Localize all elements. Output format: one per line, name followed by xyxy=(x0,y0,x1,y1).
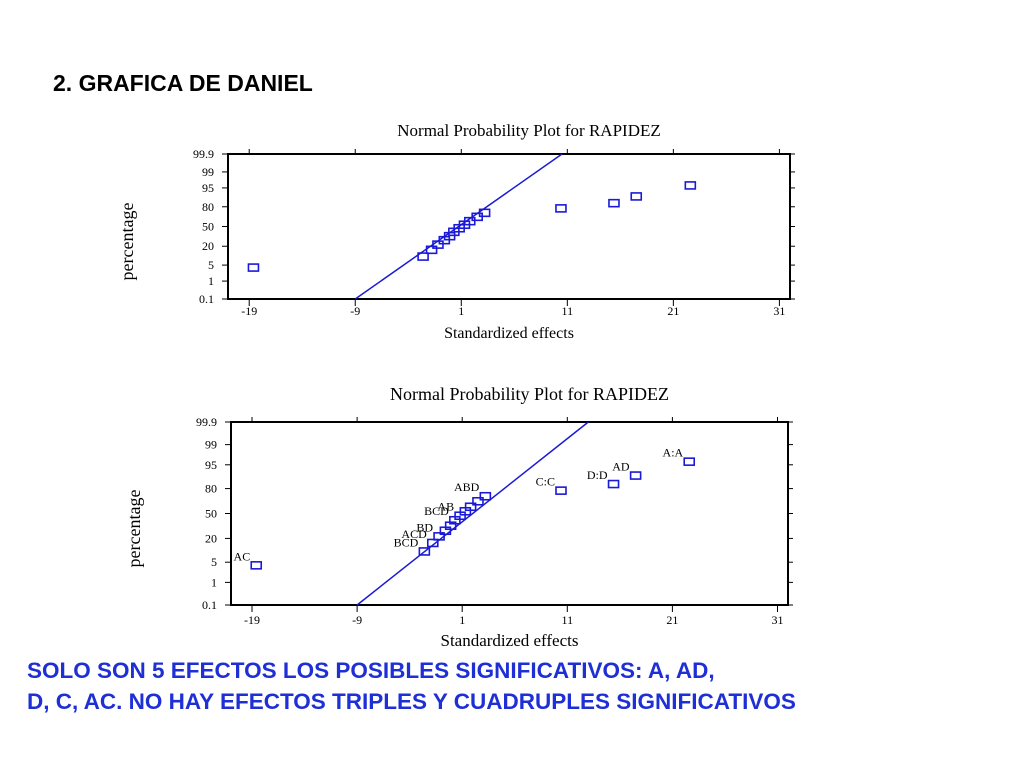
point-label: BD xyxy=(416,520,433,534)
x-tick-label: 21 xyxy=(667,304,679,318)
x-axis-label: Standardized effects xyxy=(441,631,579,648)
y-tick-label: 0.1 xyxy=(199,292,214,306)
data-point xyxy=(683,457,696,466)
conclusion-line-1: SOLO SON 5 EFECTOS LOS POSIBLES SIGNIFIC… xyxy=(27,658,715,683)
point-label: BCD xyxy=(394,535,419,549)
y-axis-label: percentage xyxy=(124,490,144,568)
y-tick-label: 1 xyxy=(208,274,214,288)
x-tick-label: 21 xyxy=(666,613,678,627)
data-point xyxy=(425,245,438,255)
x-tick-label: 31 xyxy=(773,304,785,318)
x-tick-label: 31 xyxy=(771,613,783,627)
data-point xyxy=(555,486,567,495)
data-point xyxy=(463,216,476,226)
y-tick-label: 99 xyxy=(202,165,214,179)
data-point xyxy=(472,496,484,506)
point-label: D:D xyxy=(587,468,608,482)
conclusion-text: SOLO SON 5 EFECTOS LOS POSIBLES SIGNIFIC… xyxy=(27,655,796,717)
y-tick-label: 99.9 xyxy=(196,415,217,429)
y-tick-label: 50 xyxy=(205,507,217,521)
x-tick-label: 1 xyxy=(458,304,464,318)
point-label: AD xyxy=(612,460,630,474)
data-point xyxy=(250,561,263,570)
data-point xyxy=(478,208,491,218)
data-point xyxy=(608,198,620,208)
data-point xyxy=(555,204,567,213)
page-heading: 2. GRAFICA DE DANIEL xyxy=(53,70,313,96)
x-tick-label: 11 xyxy=(562,304,574,318)
y-tick-label: 5 xyxy=(208,258,214,272)
y-tick-label: 80 xyxy=(205,482,217,496)
normal-probability-plot-1: Normal Probability Plot for RAPIDEZ 0.1 1 5… xyxy=(117,121,795,340)
chart-title: Normal Probability Plot for RAPIDEZ xyxy=(397,121,660,140)
data-point xyxy=(630,192,643,201)
data-point xyxy=(433,532,445,541)
x-tick-label: -19 xyxy=(241,304,257,318)
point-label: A:A xyxy=(663,446,684,460)
data-point xyxy=(417,252,429,261)
data-point xyxy=(247,263,260,272)
data-point xyxy=(684,181,697,190)
x-tick-label: -9 xyxy=(350,304,360,318)
point-label: ABD xyxy=(454,480,480,494)
data-point xyxy=(432,240,444,249)
y-tick-label: 99 xyxy=(205,438,217,452)
data-point xyxy=(629,471,642,480)
y-tick-label: 95 xyxy=(202,181,214,195)
data-point xyxy=(479,491,492,501)
y-tick-label: 99.9 xyxy=(193,147,214,161)
reference-line xyxy=(356,421,589,606)
data-point xyxy=(418,547,431,556)
x-tick-label: -9 xyxy=(352,613,362,627)
y-tick-label: 20 xyxy=(205,531,217,545)
plot-frame xyxy=(227,153,791,300)
y-tick-label: 5 xyxy=(211,555,217,569)
x-tick-label: -19 xyxy=(244,613,260,627)
point-label: AC xyxy=(234,549,251,563)
chart-title: Normal Probability Plot for RAPIDEZ xyxy=(390,384,669,404)
y-axis-label: percentage xyxy=(117,203,137,281)
point-label: BCD xyxy=(424,504,449,518)
data-point xyxy=(607,479,620,489)
point-label: C:C xyxy=(536,475,555,489)
y-tick-label: 20 xyxy=(202,239,214,253)
y-tick-label: 1 xyxy=(211,575,217,589)
plot-frame xyxy=(230,421,789,606)
y-tick-label: 95 xyxy=(205,458,217,472)
point-label: ACD xyxy=(401,527,427,541)
y-tick-label: 0.1 xyxy=(202,598,217,612)
normal-probability-plot-2: Normal Probability Plot for RAPIDEZ 0.1 1 5… xyxy=(124,384,793,648)
x-axis-label: Standardized effects xyxy=(444,325,574,340)
y-tick-label: 50 xyxy=(202,220,214,234)
data-point xyxy=(426,538,439,548)
point-label: AB xyxy=(437,500,454,514)
reference-line xyxy=(354,153,563,300)
y-tick-label: 80 xyxy=(202,200,214,214)
data-point xyxy=(464,502,477,512)
x-tick-label: 1 xyxy=(459,613,465,627)
conclusion-line-2: D, C, AC. NO HAY EFECTOS TRIPLES Y CUADR… xyxy=(27,689,796,714)
x-tick-label: 11 xyxy=(562,613,574,627)
